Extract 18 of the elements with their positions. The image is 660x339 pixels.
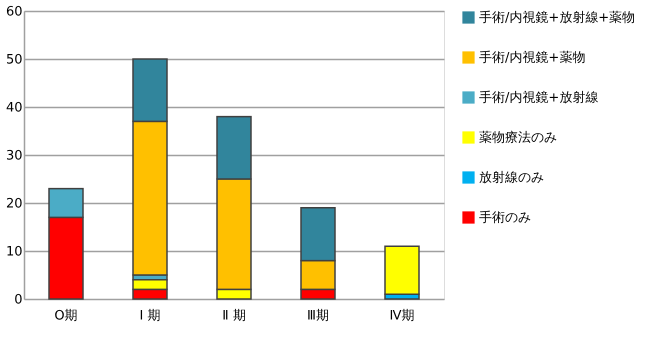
x-tick-label: O期 <box>54 308 78 324</box>
legend-label: 手術/内視鏡+放射線 <box>479 90 598 106</box>
y-tick-label: 0 <box>14 292 22 308</box>
y-tick-label: 40 <box>6 100 22 116</box>
y-tick-label: 60 <box>6 4 22 20</box>
legend-label: 手術のみ <box>479 210 531 226</box>
x-tick-label: Ⅲ期 <box>307 308 329 324</box>
y-tick-label: 50 <box>6 52 22 68</box>
y-tick-label: 20 <box>6 196 22 212</box>
legend-label: 薬物療法のみ <box>479 130 557 146</box>
legend-label: 放射線のみ <box>479 170 544 186</box>
legend-label: 手術/内視鏡+放射線+薬物 <box>479 10 636 26</box>
y-tick-label: 10 <box>6 244 22 260</box>
y-tick-label: 30 <box>6 148 22 164</box>
x-tick-label: Ⅰ 期 <box>140 308 160 324</box>
legend-label: 手術/内視鏡+薬物 <box>479 50 586 66</box>
x-tick-label: Ⅳ期 <box>390 308 414 324</box>
x-tick-label: Ⅱ 期 <box>222 308 246 324</box>
